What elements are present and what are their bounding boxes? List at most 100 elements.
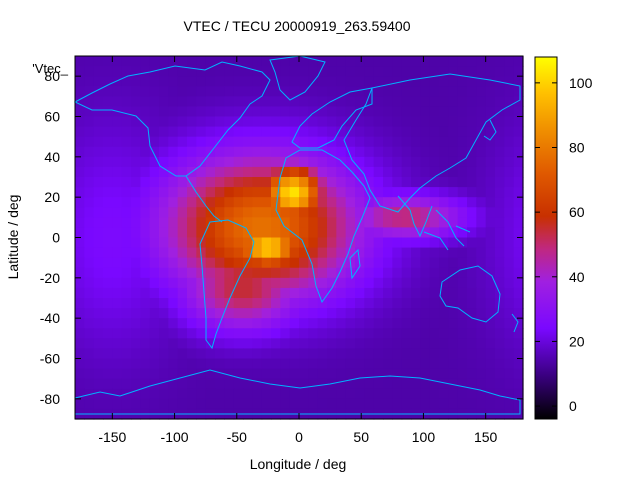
heatmap-cell [373,177,384,188]
heatmap-cell [75,116,85,128]
heatmap-cell [336,156,347,168]
heatmap-cell [420,187,431,198]
heatmap-cell [84,177,95,188]
heatmap-cell [289,247,300,259]
heatmap-cell [317,136,328,148]
heatmap-cell [168,187,179,198]
heatmap-cell [467,237,477,249]
heatmap-cell [495,267,505,279]
heatmap-cell [149,378,160,390]
heatmap-cell [205,358,216,370]
heatmap-cell [495,96,505,108]
heatmap-cell [112,348,123,360]
heatmap-cell [280,66,291,77]
heatmap-cell [168,368,179,380]
heatmap-cell [504,378,515,390]
heatmap-cell [355,328,365,339]
heatmap-cell [420,136,431,148]
heatmap-cell [317,177,328,188]
heatmap-cell [243,116,253,128]
heatmap-cell [317,308,328,319]
heatmap-cell [93,338,104,350]
heatmap-cell [159,267,169,279]
heatmap-cell [373,308,384,319]
heatmap-cell [112,328,123,339]
heatmap-cell [448,156,459,168]
heatmap-cell [308,388,319,400]
heatmap-cell [299,348,309,360]
heatmap-cell [271,66,281,77]
heatmap-cell [401,217,412,229]
heatmap-cell [495,398,505,410]
heatmap-cell [345,207,356,218]
heatmap-cell [485,217,496,229]
heatmap-cell [317,328,328,339]
heatmap-cell [355,156,365,168]
heatmap-cell [327,197,337,208]
heatmap-cell [429,166,440,178]
heatmap-cell [177,156,188,168]
heatmap-cell [84,187,95,198]
heatmap-cell [252,338,263,350]
heatmap-cell [93,146,104,158]
heatmap-cell [93,378,104,390]
heatmap-cell [439,177,449,188]
heatmap-cell [103,116,113,128]
heatmap-cell [149,207,160,218]
heatmap-cell [205,277,216,289]
heatmap-cell [467,388,477,400]
heatmap-cell [373,86,384,97]
heatmap-cell [373,267,384,279]
heatmap-cell [261,106,272,118]
heatmap-cell [476,338,487,350]
heatmap-cell [467,76,477,87]
heatmap-cell [187,318,197,329]
heatmap-cell [233,257,244,269]
heatmap-cell [411,116,421,128]
heatmap-cell [187,126,197,138]
heatmap-cell [159,136,169,148]
heatmap-cell [317,227,328,239]
heatmap-cell [513,358,524,370]
heatmap-cell [103,338,113,350]
heatmap-cell [420,247,431,259]
heatmap-cell [159,217,169,229]
heatmap-cell [504,398,515,410]
heatmap-cell [289,237,300,249]
heatmap-cell [411,358,421,370]
heatmap-cell [411,126,421,138]
heatmap-cell [196,197,207,208]
heatmap-cell [261,267,272,279]
heatmap-cell [495,136,505,148]
heatmap-cell [467,217,477,229]
heatmap-cell [177,76,188,87]
heatmap-cell [121,257,132,269]
heatmap-cell [93,106,104,118]
heatmap-cell [467,338,477,350]
heatmap-cell [140,237,151,249]
heatmap-cell [140,116,151,128]
heatmap-cell [289,368,300,380]
heatmap-cell [261,166,272,178]
heatmap-cell [392,96,403,108]
heatmap-cell [383,156,393,168]
heatmap-cell [476,237,487,249]
heatmap-cell [84,257,95,269]
heatmap-cell [411,66,421,77]
coast-southeast-asia [423,209,471,251]
heatmap-cell [121,247,132,259]
heatmap-cell [159,66,169,77]
heatmap-cell [308,66,319,77]
heatmap-cell [215,398,225,410]
heatmap-cell [205,116,216,128]
heatmap-cell [299,197,309,208]
heatmap-cell [140,177,151,188]
heatmap-cell [205,398,216,410]
heatmap-cell [243,257,253,269]
heatmap-cell [196,378,207,390]
heatmap-cell [504,308,515,319]
heatmap-cell [401,207,412,218]
heatmap-cell [224,237,235,249]
heatmap-cell [383,227,393,239]
heatmap-cell [233,66,244,77]
